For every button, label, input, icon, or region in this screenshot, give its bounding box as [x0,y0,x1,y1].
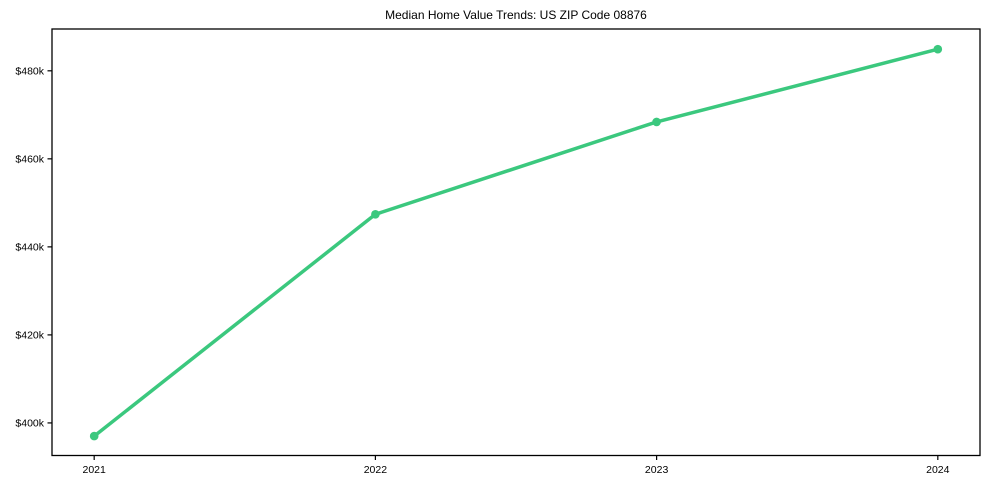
x-tick-label: 2021 [83,464,107,476]
data-point-marker [89,431,99,441]
y-tick-label: $440k [15,242,44,254]
data-point-marker [933,44,943,54]
data-point-marker [371,210,380,219]
data-point-marker [652,117,661,127]
y-tick-label: $420k [15,330,44,342]
series-line [92,47,940,438]
x-tick-label: 2023 [645,464,669,476]
plot-border [51,28,981,457]
y-tick-label: $480k [15,65,44,77]
x-tick-label: 2022 [364,464,388,476]
x-tick-label: 2024 [926,464,950,476]
chart-title: Median Home Value Trends: US ZIP Code 08… [385,8,647,22]
y-tick-label: $460k [15,154,44,166]
y-tick-label: $400k [15,418,44,430]
